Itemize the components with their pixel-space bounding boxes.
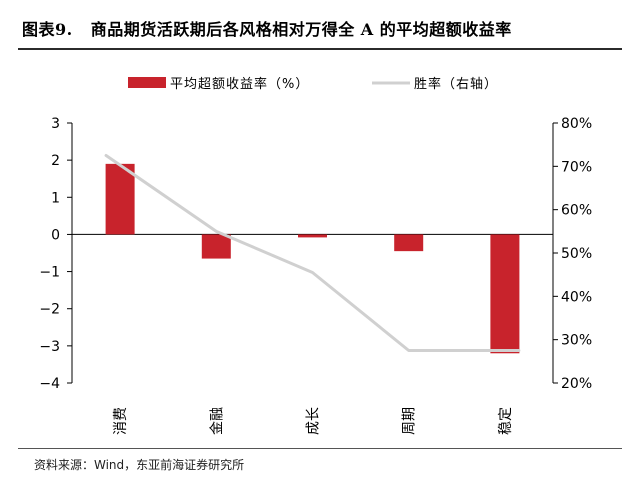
source-divider <box>18 448 622 449</box>
y-left-tick-label: −2 <box>39 302 60 318</box>
y-left-tick-label: 1 <box>51 190 60 206</box>
y-right-tick-label: 20% <box>561 376 592 392</box>
bar-series <box>105 163 520 354</box>
figure-title: 商品期货活跃期后各风格相对万得全 A 的平均超额收益率 <box>90 20 512 39</box>
y-right-tick-label: 70% <box>561 159 592 175</box>
x-category-label: 消费 <box>113 407 129 435</box>
y-left-tick-label: −3 <box>39 339 60 355</box>
legend: 平均超额收益率（%） 胜率（右轴） <box>128 76 498 92</box>
x-category-label: 金融 <box>209 407 225 435</box>
y-left-tick-label: 0 <box>51 227 60 243</box>
line-series <box>104 154 521 352</box>
x-category-label: 周期 <box>402 407 418 435</box>
bar-稳定 <box>490 234 520 354</box>
x-category-label: 成长 <box>306 407 322 435</box>
axes: 3 2 1 0 −1 −2 −3 −4 80% 70% 60% 50% 40% 30% 20% 消费 金融 成长 周… <box>39 116 592 435</box>
y-left-tick-label: 3 <box>51 116 60 132</box>
y-left-tick-label: −1 <box>39 265 60 281</box>
legend-bar-label: 平均超额收益率（%） <box>170 76 309 92</box>
y-right-tick-label: 80% <box>561 116 592 132</box>
y-right-tick-label: 60% <box>561 203 592 219</box>
y-left-tick-label: −4 <box>39 376 60 392</box>
y-left-tick-label: 2 <box>51 153 60 169</box>
title-bar: 图表9. 商品期货活跃期后各风格相对万得全 A 的平均超额收益率 <box>0 0 640 50</box>
bar-消费 <box>105 163 135 235</box>
x-category-label: 稳定 <box>498 407 514 435</box>
legend-bar-swatch <box>128 77 166 88</box>
bar-成长 <box>298 234 327 238</box>
source-note: 资料来源：Wind，东亚前海证券研究所 <box>34 458 245 472</box>
chart-area: 平均超额收益率（%） 胜率（右轴） 3 2 1 0 −1 −2 −3 −4 80% 70% 60% 5… <box>39 76 592 435</box>
legend-line-label: 胜率（右轴） <box>414 76 498 92</box>
y-right-tick-label: 50% <box>561 246 592 262</box>
chart-title: 图表9. 商品期货活跃期后各风格相对万得全 A 的平均超额收益率 <box>22 16 512 40</box>
figure-number: 图表9. <box>22 20 73 39</box>
bar-周期 <box>394 234 424 252</box>
y-right-tick-label: 40% <box>561 289 592 305</box>
bar-金融 <box>201 234 231 259</box>
win-rate-line <box>104 154 521 352</box>
y-right-tick-label: 30% <box>561 333 592 349</box>
title-divider <box>18 48 622 50</box>
